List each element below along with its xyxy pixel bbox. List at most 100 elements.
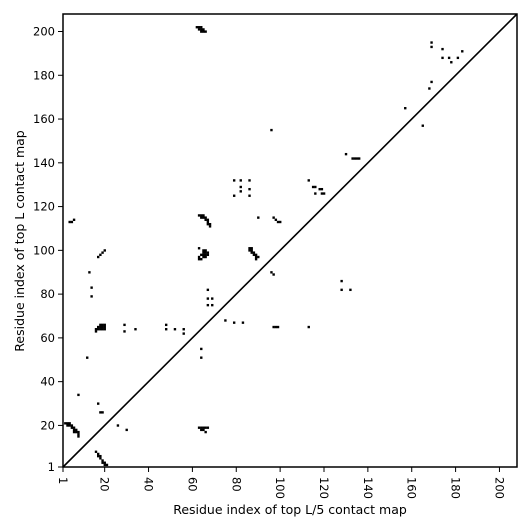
contact-point-top-l xyxy=(99,253,102,257)
contact-point-top-l xyxy=(450,61,453,64)
contact-point-top-l xyxy=(250,247,253,250)
x-axis-ticks: 1 20 40 60 80 100 120 140 160 180 200 xyxy=(56,467,506,499)
contact-point-top-l xyxy=(103,328,106,331)
contact-point-top-l xyxy=(90,295,93,298)
x-axis-label: Residue index of top L/5 contact map xyxy=(173,502,407,517)
contact-point-top-l xyxy=(200,28,203,31)
contact-point-top-l xyxy=(208,222,212,226)
contact-point-top-l xyxy=(307,179,310,182)
contact-point-top-l xyxy=(88,271,91,274)
contact-point-top-l xyxy=(344,152,348,156)
contact-point-top-l5 xyxy=(94,450,98,453)
contact-point-top-l xyxy=(211,303,214,307)
contact-point-top-l xyxy=(353,157,356,160)
contact-point-top-l5 xyxy=(103,461,106,464)
contact-point-top-l xyxy=(250,249,253,252)
contact-point-top-l xyxy=(320,187,324,191)
contact-point-top-l xyxy=(173,328,177,331)
contact-point-top-l xyxy=(239,185,242,189)
contact-point-top-l xyxy=(123,323,126,327)
contact-point-top-l xyxy=(276,325,280,329)
contact-point-top-l5 xyxy=(197,426,201,429)
contact-point-top-l5 xyxy=(204,430,207,434)
x-tick-label: 1 xyxy=(56,477,70,484)
contact-point-top-l5 xyxy=(68,424,71,427)
contact-point-top-l xyxy=(206,297,210,300)
contact-point-top-l xyxy=(211,297,214,300)
contact-point-top-l xyxy=(197,26,201,29)
contact-point-top-l xyxy=(456,56,460,60)
contact-point-top-l xyxy=(202,255,205,259)
contact-point-top-l5 xyxy=(77,433,80,436)
y-tick-label: 40 xyxy=(40,375,55,389)
contact-point-top-l xyxy=(254,253,258,257)
contact-point-top-l5 xyxy=(97,402,100,405)
contact-point-top-l xyxy=(421,124,424,127)
y-axis-label: Residue index of top L contact map xyxy=(12,130,27,351)
contact-point-top-l5 xyxy=(75,430,78,434)
contact-point-top-l5 xyxy=(66,424,69,427)
contact-point-top-l5 xyxy=(116,424,120,427)
contact-point-top-l xyxy=(274,218,278,221)
contact-point-top-l xyxy=(197,214,201,217)
contact-point-top-l xyxy=(200,258,203,261)
contact-point-top-l xyxy=(200,347,203,351)
contact-point-top-l xyxy=(272,216,275,219)
contact-point-top-l5 xyxy=(99,454,102,458)
contact-point-top-l5 xyxy=(70,426,74,429)
contact-point-top-l xyxy=(197,247,201,250)
contact-point-top-l xyxy=(428,87,431,90)
contact-point-top-l xyxy=(254,255,258,259)
contact-point-top-l xyxy=(206,288,210,292)
contact-point-top-l xyxy=(257,255,260,259)
contact-point-top-l5 xyxy=(202,428,205,432)
contact-point-top-l5 xyxy=(206,426,210,429)
contact-point-top-l xyxy=(202,216,205,219)
contact-point-top-l xyxy=(202,251,205,254)
contact-point-top-l xyxy=(340,279,343,283)
contact-point-top-l xyxy=(307,325,310,329)
contact-point-top-l xyxy=(197,255,201,259)
y-tick-label: 200 xyxy=(33,25,55,39)
contact-point-top-l xyxy=(99,325,102,329)
contact-point-top-l xyxy=(204,253,207,257)
diagonal-line xyxy=(62,13,518,468)
contact-point-top-l xyxy=(68,220,71,224)
contact-point-top-l xyxy=(103,249,106,252)
contact-point-top-l xyxy=(101,325,104,329)
contact-point-top-l5 xyxy=(77,435,80,438)
contact-point-top-l xyxy=(430,45,433,49)
contact-point-top-l xyxy=(97,255,100,259)
contact-point-top-l xyxy=(250,251,253,254)
x-tick-label: 140 xyxy=(361,477,375,499)
x-tick-label: 20 xyxy=(98,477,112,492)
contact-point-top-l xyxy=(252,253,256,257)
contact-point-top-l xyxy=(351,157,354,160)
contact-point-top-l xyxy=(248,179,251,182)
x-tick-label: 120 xyxy=(317,477,331,499)
contact-point-top-l xyxy=(232,194,236,197)
contact-point-top-l xyxy=(123,330,126,333)
contact-point-top-l xyxy=(322,192,326,195)
contact-point-top-l5 xyxy=(77,430,80,434)
contact-point-top-l xyxy=(206,253,210,257)
contact-point-top-l5 xyxy=(200,426,203,429)
contact-point-top-l xyxy=(208,225,212,228)
contact-point-top-l xyxy=(447,56,451,60)
contact-point-top-l xyxy=(134,328,137,331)
contact-point-top-l xyxy=(270,128,273,132)
contact-point-top-l5 xyxy=(75,428,78,432)
contact-point-top-l5 xyxy=(101,411,104,414)
contact-point-top-l xyxy=(94,330,98,333)
contact-point-top-l xyxy=(206,251,210,254)
y-tick-label: 80 xyxy=(40,287,55,301)
contact-point-top-l xyxy=(206,220,210,224)
contact-point-top-l xyxy=(182,328,185,331)
contact-point-top-l xyxy=(99,323,102,327)
contact-point-top-l xyxy=(94,328,98,331)
contact-point-top-l xyxy=(197,28,201,31)
contact-point-top-l xyxy=(248,249,251,252)
contact-point-top-l xyxy=(77,393,80,397)
y-tick-label: 1 xyxy=(48,460,55,474)
contact-point-top-l xyxy=(202,249,205,252)
